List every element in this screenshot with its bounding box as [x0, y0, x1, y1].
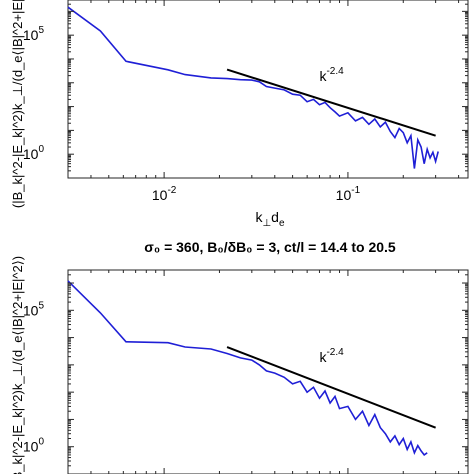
y-tick-label: 100 — [23, 437, 45, 455]
power-law-annotation: k-2.4 — [319, 347, 344, 365]
spectrum-series-line — [67, 280, 428, 456]
y-tick-label: 105 — [23, 25, 45, 43]
x-axis-label: k⊥de — [255, 209, 285, 229]
plot-area-frame — [67, 269, 469, 474]
x-tick-label: 10-1 — [336, 185, 361, 203]
power-law-annotation: k-2.4 — [319, 66, 344, 84]
y-axis-label: (|B_k|^2-|E_k|^2)k_⊥/(d_e⟨|B|^2+|E|^2⟩) — [10, 0, 25, 208]
y-axis-label: (|B_k|^2-|E_k|^2)k_⊥/(d_e⟨|B|^2+|E|^2⟩) — [10, 256, 25, 474]
power-law-fit-line — [226, 68, 436, 137]
chart-title: σ₀ = 360, B₀/δB₀ = 3, ct/l = 14.4 to 20.… — [144, 239, 396, 255]
spectrum-panel-top: k-2.4 10-2 10-1 100 105 k⊥de (|B_k|^2-|E_k… — [10, 0, 469, 229]
spectrum-panel-bottom: σ₀ = 360, B₀/δB₀ = 3, ct/l = 14.4 to 20.… — [10, 239, 469, 474]
plot-area-frame — [67, 0, 469, 179]
power-law-fit-line — [226, 346, 436, 429]
y-tick-label: 105 — [23, 300, 45, 318]
spectrum-series-line — [67, 6, 439, 169]
x-tick-label: 10-2 — [152, 185, 177, 203]
y-tick-label: 100 — [23, 144, 45, 162]
